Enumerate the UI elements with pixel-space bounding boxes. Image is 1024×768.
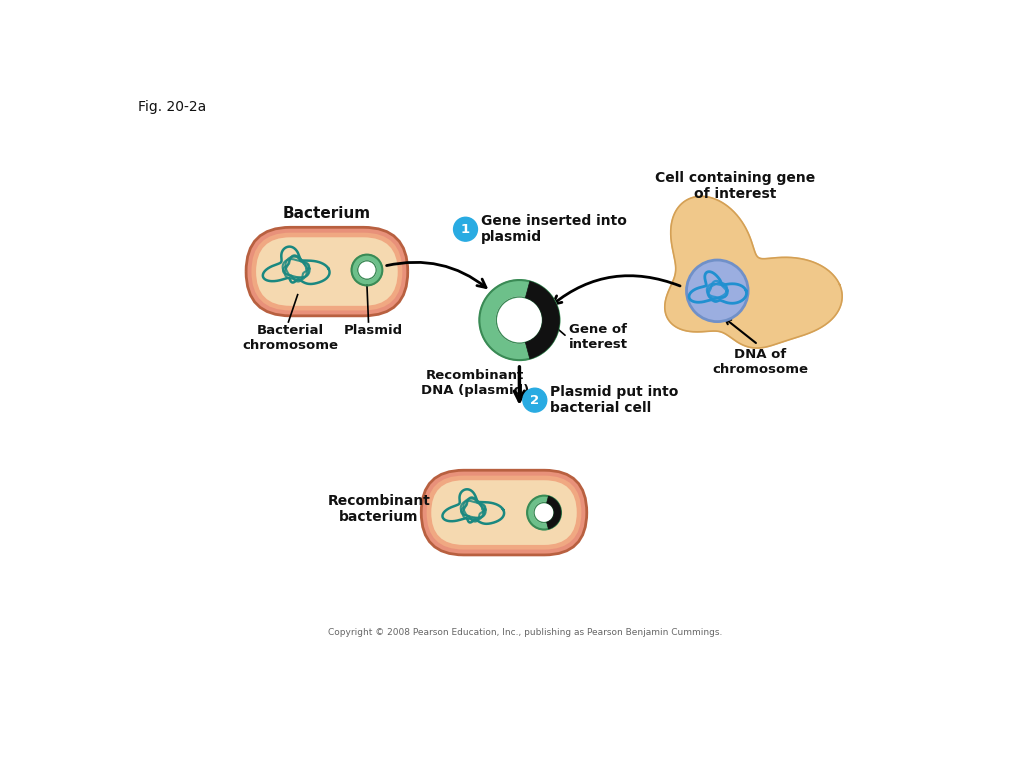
FancyBboxPatch shape — [431, 480, 577, 545]
Text: Plasmid: Plasmid — [343, 323, 402, 336]
Text: Copyright © 2008 Pearson Education, Inc., publishing as Pearson Benjamin Cumming: Copyright © 2008 Pearson Education, Inc.… — [328, 628, 722, 637]
Circle shape — [527, 495, 561, 529]
Circle shape — [686, 260, 749, 322]
Text: Plasmid put into
bacterial cell: Plasmid put into bacterial cell — [550, 385, 679, 415]
Text: Bacterium: Bacterium — [283, 206, 371, 221]
Text: Recombinant
DNA (plasmid): Recombinant DNA (plasmid) — [421, 369, 528, 397]
Text: 1: 1 — [461, 223, 470, 236]
Text: Recombinant
bacterium: Recombinant bacterium — [328, 494, 430, 524]
Circle shape — [357, 261, 376, 280]
FancyBboxPatch shape — [256, 237, 397, 306]
Circle shape — [454, 217, 477, 241]
Circle shape — [497, 297, 543, 343]
FancyBboxPatch shape — [252, 233, 402, 310]
Text: Gene inserted into
plasmid: Gene inserted into plasmid — [481, 214, 627, 244]
FancyBboxPatch shape — [421, 470, 587, 555]
Text: Fig. 20-2a: Fig. 20-2a — [138, 100, 207, 114]
FancyBboxPatch shape — [246, 227, 408, 316]
Circle shape — [535, 502, 554, 522]
Circle shape — [479, 280, 559, 360]
Circle shape — [351, 255, 382, 286]
Text: 2: 2 — [530, 394, 540, 407]
Wedge shape — [547, 496, 561, 529]
FancyBboxPatch shape — [427, 475, 582, 550]
Text: DNA of
chromosome: DNA of chromosome — [713, 348, 808, 376]
Text: Bacterial
chromosome: Bacterial chromosome — [242, 323, 338, 352]
Text: Cell containing gene
of interest: Cell containing gene of interest — [655, 171, 815, 201]
Text: Gene of
interest: Gene of interest — [568, 323, 628, 351]
Circle shape — [523, 389, 547, 412]
Polygon shape — [665, 197, 842, 348]
Wedge shape — [525, 281, 559, 359]
